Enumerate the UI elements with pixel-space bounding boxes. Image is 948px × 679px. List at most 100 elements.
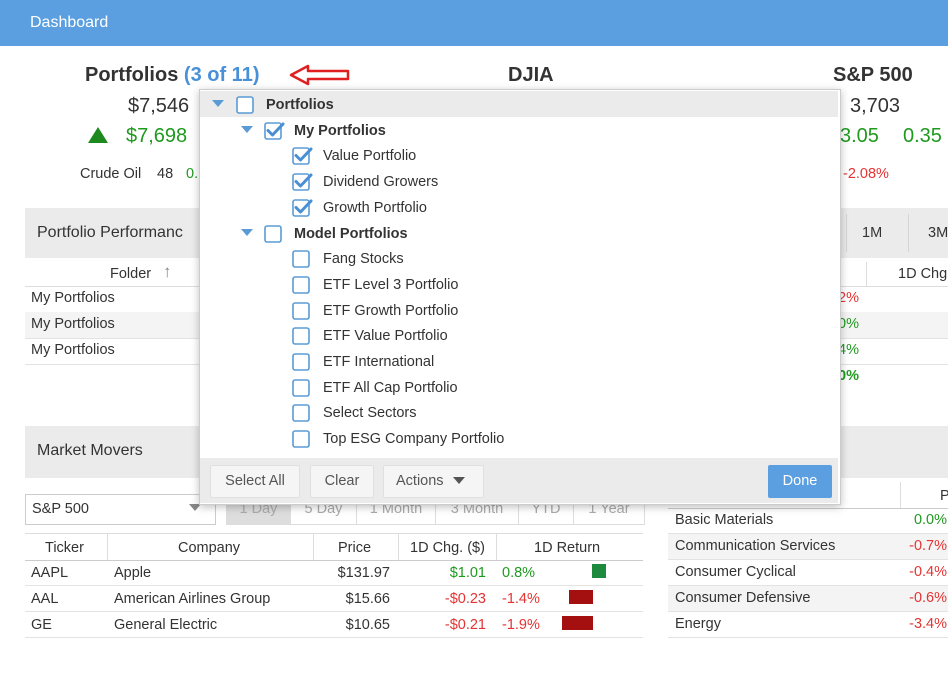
folder-name: My Portfolios: [31, 316, 115, 332]
crude-oil-change: 0.: [186, 166, 199, 182]
performance-title: Portfolio Performanc: [37, 224, 183, 241]
sp500-other: -2.08%: [843, 166, 889, 182]
checkbox[interactable]: [292, 429, 314, 449]
tree-root-row: [200, 91, 838, 117]
day-change: -$0.21: [444, 617, 486, 633]
table-row: [668, 508, 948, 534]
column-divider: [900, 482, 901, 508]
expand-caret[interactable]: [241, 125, 253, 134]
portfolio-option[interactable]: Fang Stocks: [323, 251, 404, 268]
portfolio-option[interactable]: Value Portfolio: [323, 148, 417, 165]
checkbox[interactable]: [292, 275, 314, 295]
expand-caret[interactable]: [212, 100, 224, 108]
actions-label: Actions: [396, 473, 444, 489]
portfolio-value: $7,546: [128, 95, 190, 117]
ticker: AAPL: [31, 565, 69, 581]
index-select[interactable]: [25, 494, 216, 525]
checkbox[interactable]: [292, 326, 314, 346]
checkbox[interactable]: [264, 121, 286, 141]
folder-change: 2%: [838, 290, 859, 306]
select-caret: [189, 504, 201, 511]
return-bar: [569, 590, 593, 604]
total-change: 0%: [838, 368, 859, 384]
checkbox[interactable]: [292, 146, 314, 166]
tab-divider: [846, 214, 847, 252]
sector-name: Consumer Cyclical: [675, 564, 796, 580]
portfolio-option[interactable]: ETF All Cap Portfolio: [323, 379, 458, 396]
return-bar: [562, 616, 593, 630]
column-header[interactable]: Folder: [110, 266, 152, 282]
column-header[interactable]: Ticker: [45, 540, 84, 556]
sp500-change-pct: 0.35: [903, 125, 942, 147]
return-bar: [592, 564, 606, 578]
expand-caret[interactable]: [241, 228, 253, 237]
portfolios-selector[interactable]: Portfolios (3 of 11): [85, 63, 259, 87]
column-divider: [496, 534, 497, 560]
sector-change: -0.7%: [909, 538, 947, 554]
actions-button[interactable]: Actions: [383, 465, 484, 498]
table-row: [668, 560, 948, 586]
movers-table-header: [25, 533, 643, 561]
column-header[interactable]: 1D Chg: [898, 266, 948, 282]
folder-name: My Portfolios: [31, 290, 115, 306]
checkbox[interactable]: [292, 301, 314, 321]
price: $131.97: [337, 565, 390, 581]
ticker: GE: [31, 617, 52, 633]
sector-change: 0.0%: [913, 512, 947, 528]
day-return: 0.8%: [502, 565, 536, 581]
column-header[interactable]: Company: [178, 540, 241, 556]
done-button[interactable]: Done: [768, 465, 832, 498]
column-header[interactable]: 1D Chg. ($): [410, 540, 485, 556]
red-arrow: [289, 64, 350, 86]
column-divider: [107, 534, 108, 560]
portfolio-option[interactable]: ETF Value Portfolio: [323, 328, 448, 345]
portfolio-option[interactable]: Top ESG Company Portfolio: [323, 431, 505, 448]
column-divider: [398, 534, 399, 560]
portfolio-option[interactable]: ETF Level 3 Portfolio: [323, 276, 459, 293]
checkbox[interactable]: [264, 224, 286, 244]
portfolio-option[interactable]: ETF International: [323, 354, 435, 370]
company: American Airlines Group: [114, 591, 271, 607]
sp500-value: 3,703: [850, 95, 901, 117]
select-all-button[interactable]: Select All: [210, 465, 300, 498]
period-tab[interactable]: 1M: [862, 225, 883, 241]
sector-change: -3.4%: [909, 616, 947, 632]
portfolios-label: Portfolios: [85, 64, 179, 86]
checkbox[interactable]: [292, 198, 314, 218]
group-label[interactable]: My Portfolios: [294, 122, 386, 139]
price: $15.66: [345, 591, 390, 607]
checkbox[interactable]: [292, 378, 314, 398]
sp500-change: 3.05: [840, 125, 879, 147]
period-tab[interactable]: 3M: [928, 225, 948, 241]
portfolio-option[interactable]: Select Sectors: [323, 405, 417, 422]
column-divider: [866, 262, 867, 286]
checkbox[interactable]: [292, 352, 314, 372]
company: Apple: [114, 565, 152, 581]
table-row: [25, 586, 643, 612]
column-header[interactable]: P: [940, 488, 948, 504]
column-header[interactable]: Price: [338, 540, 372, 556]
ticker: AAL: [31, 591, 59, 607]
day-return: -1.4%: [502, 591, 540, 607]
company: General Electric: [114, 617, 218, 633]
portfolio-option[interactable]: ETF Growth Portfolio: [323, 302, 459, 319]
page-title: Dashboard: [30, 14, 109, 31]
index-select-value: S&P 500: [32, 501, 89, 517]
table-row: [668, 586, 948, 612]
table-row: [25, 560, 643, 586]
tree-root-label[interactable]: Portfolios: [266, 97, 334, 113]
clear-button[interactable]: Clear: [310, 465, 374, 498]
group-label[interactable]: Model Portfolios: [294, 225, 408, 242]
portfolio-option[interactable]: Growth Portfolio: [323, 199, 427, 216]
column-header[interactable]: 1D Return: [534, 540, 601, 556]
table-row: [668, 612, 948, 638]
checkbox[interactable]: [292, 403, 314, 423]
portfolio-change: $7,698: [126, 125, 188, 147]
checkbox[interactable]: [236, 95, 258, 115]
table-row: [25, 612, 643, 638]
checkbox[interactable]: [292, 249, 314, 269]
dropdown-footer: [200, 458, 838, 503]
checkbox[interactable]: [292, 172, 314, 192]
portfolio-option[interactable]: Dividend Growers: [323, 174, 439, 191]
movers-title: Market Movers: [37, 442, 143, 459]
